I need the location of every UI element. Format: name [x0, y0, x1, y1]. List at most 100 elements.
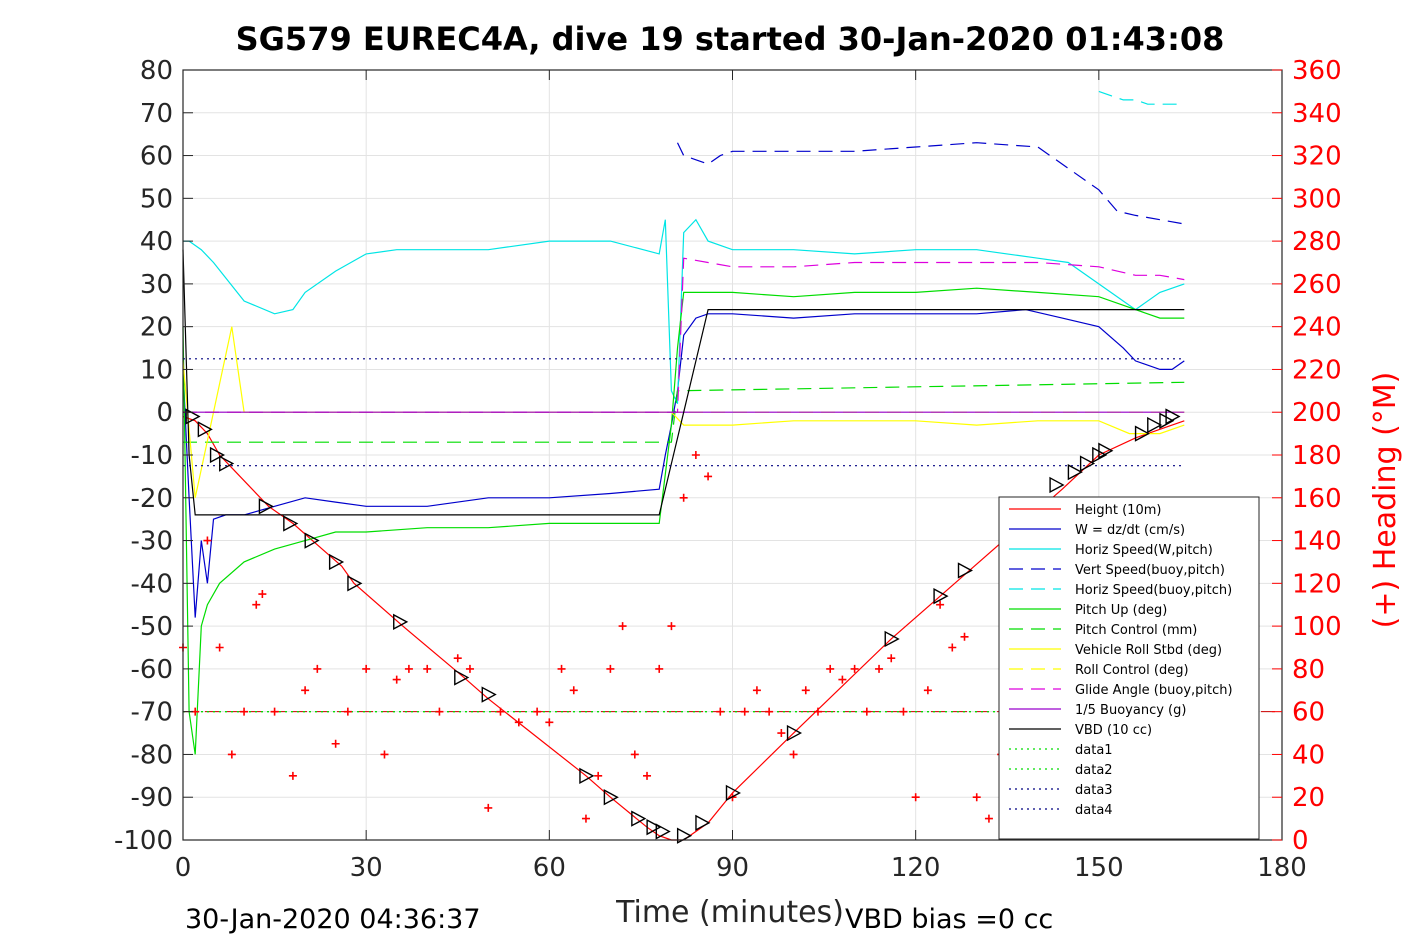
y-tick-label: 60: [140, 142, 173, 172]
heading-point: [557, 664, 566, 673]
y-right-tick-label: 260: [1292, 270, 1342, 300]
triangle-marker: [1147, 416, 1163, 434]
triangle-marker: [347, 575, 363, 592]
heading-point: [972, 793, 981, 802]
heading-point: [862, 707, 871, 716]
heading-point: [618, 622, 627, 631]
triangle-marker: [631, 810, 647, 827]
legend-entry: VBD (10 cc): [1075, 723, 1152, 738]
triangle-marker: [676, 827, 693, 844]
heading-point: [887, 654, 896, 663]
heading-point: [606, 664, 615, 673]
heading-point: [911, 793, 920, 802]
series-line-0: [182, 415, 1185, 841]
y-tick-label: -60: [131, 655, 173, 685]
heading-point: [569, 686, 578, 695]
y-right-tick-label: 360: [1292, 56, 1342, 86]
heading-point: [704, 472, 713, 481]
heading-point: [643, 771, 652, 780]
triangle-marker: [283, 515, 299, 532]
heading-point: [801, 686, 810, 695]
x-ticks: 0 30 60 90 120 150 180: [175, 70, 1307, 883]
y-right-tick-label: 140: [1292, 527, 1342, 557]
triangle-marker: [1067, 463, 1083, 481]
y-tick-label: 50: [140, 184, 173, 214]
legend-box: [998, 496, 1260, 840]
triangle-marker: [725, 784, 741, 802]
triangle-marker: [304, 532, 320, 549]
triangle-marker: [197, 421, 213, 438]
y-right-tick-label: 200: [1292, 398, 1342, 428]
series-line-3: [676, 142, 1185, 225]
heading-point: [789, 750, 798, 759]
heading-point: [331, 739, 340, 748]
triangle-marker: [786, 724, 803, 742]
y-right-tick-label: 240: [1292, 313, 1342, 343]
heading-point: [362, 664, 371, 673]
heading-point: [936, 600, 945, 609]
triangle-marker-group: [185, 408, 1181, 844]
triangle-marker: [185, 408, 201, 425]
heading-point: [203, 536, 212, 545]
heading-point: [343, 707, 352, 716]
heading-point: [288, 771, 297, 780]
triangle-marker: [603, 789, 619, 806]
y-tick-label: -70: [131, 698, 173, 728]
heading-point: [514, 718, 523, 727]
y-right-tick-label: 120: [1292, 569, 1342, 599]
legend-entry: data4: [1075, 803, 1113, 818]
legend-entry: Vehicle Roll Stbd (deg): [1075, 643, 1222, 658]
y-tick-label: 80: [140, 56, 173, 86]
heading-point: [923, 686, 932, 695]
heading-point: [484, 803, 493, 812]
y-ticks: 80 70 60 50 40 30 20 10 0 -10 -20 -30 -40 -50 -60 -70 -8…: [114, 56, 193, 856]
triangle-marker: [695, 814, 711, 832]
legend-entry: Horiz Speed(W,pitch): [1075, 543, 1213, 558]
heading-point: [380, 750, 389, 759]
y-tick-label: -50: [131, 612, 173, 642]
y-tick-label: -90: [131, 783, 173, 813]
x-tick-label: 0: [175, 853, 192, 883]
heading-point: [679, 493, 688, 502]
y-right-tick-label: 280: [1292, 227, 1342, 257]
heading-point: [594, 771, 603, 780]
heading-point: [392, 675, 401, 684]
x-tick-label: 120: [891, 853, 941, 883]
series-line-11: [182, 249, 1185, 516]
series-line-1: [182, 308, 1185, 618]
heading-point: [813, 707, 822, 716]
series-line-6: [183, 381, 1185, 443]
heading-point: [313, 664, 322, 673]
x-tick-label: 180: [1257, 853, 1307, 883]
x-tick-label: 150: [1074, 853, 1124, 883]
heading-point: [435, 707, 444, 716]
heading-point: [667, 622, 676, 631]
heading-point: [691, 451, 700, 459]
triangle-marker: [884, 630, 900, 648]
triangle-marker: [258, 498, 274, 515]
legend-entry: Pitch Control (mm): [1075, 623, 1197, 638]
heading-point: [453, 654, 462, 663]
y-right-tick-label: 340: [1292, 99, 1342, 129]
y-tick-label: 0: [156, 398, 173, 428]
legend-entry: data1: [1075, 743, 1113, 758]
legend-entry: W = dz/dt (cm/s): [1075, 523, 1185, 538]
series-line-2: [183, 218, 1185, 404]
triangle-marker: [393, 613, 409, 631]
y-right-tick-label: 0: [1292, 826, 1309, 856]
triangle-marker: [1098, 442, 1114, 459]
y-right-tick-label: 20: [1292, 783, 1325, 813]
y-tick-label: -20: [131, 484, 173, 514]
triangle-marker: [1134, 425, 1151, 442]
triangle-marker: [1049, 476, 1065, 494]
x-tick-label: 30: [350, 853, 383, 883]
legend: Height (10m) W = dz/dt (cm/s) Horiz Speed(…: [998, 496, 1260, 840]
heading-point: [875, 664, 884, 673]
heading-point: [655, 664, 664, 673]
legend-entry: Horiz Speed(buoy,pitch): [1075, 583, 1232, 598]
y-right-tick-label: 60: [1292, 698, 1325, 728]
triangle-marker: [655, 823, 671, 840]
y-tick-label: 20: [140, 313, 173, 343]
triangle-marker: [454, 669, 470, 686]
